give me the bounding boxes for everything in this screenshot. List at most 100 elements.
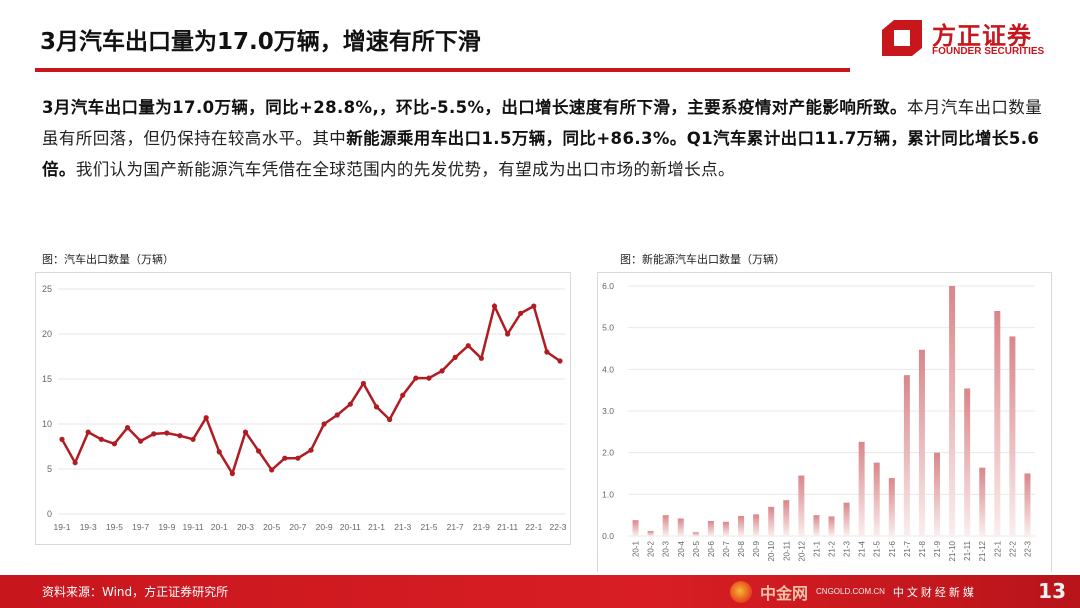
data-point [531,303,537,309]
logo-text-en: FOUNDER SECURITIES [932,46,1045,57]
data-point [439,368,445,374]
page-title: 3月汽车出口量为17.0万辆，增速有所下滑 [40,29,481,55]
data-point [151,431,157,437]
data-point [557,358,563,364]
x-tick-label: 20-1 [211,522,228,532]
x-tick-label: 19-9 [158,522,175,532]
x-tick-label: 20-1 [632,540,641,557]
x-tick-label: 21-1 [812,540,821,557]
y-tick-label: 3.0 [602,406,614,416]
bar [843,502,850,536]
bar [768,506,775,536]
data-point [334,412,340,418]
data-point [72,460,78,466]
x-tick-label: 21-6 [888,540,897,557]
data-point [347,401,353,407]
bar [994,311,1001,536]
x-tick-label: 20-5 [692,540,701,557]
data-point [124,425,131,431]
bar [813,515,820,536]
bar [647,531,654,536]
y-tick-label: 0 [47,509,52,519]
bar [888,478,895,536]
data-point [373,404,380,410]
data-point [360,380,367,387]
x-tick-label: 20-8 [737,540,746,557]
data-point [59,436,65,442]
x-tick-label: 19-1 [53,522,70,532]
x-tick-label: 22-1 [525,522,542,532]
x-tick-label: 21-2 [828,540,837,557]
data-point [504,331,511,337]
data-point [203,415,209,421]
data-point [282,455,288,461]
x-tick-label: 20-9 [752,540,761,557]
bar [1024,473,1031,536]
x-tick-label: 20-7 [289,522,306,532]
x-tick-label: 21-8 [918,540,927,557]
x-tick-label: 21-4 [858,540,867,557]
line-chart-panel [35,272,571,545]
x-tick-label: 20-9 [316,522,333,532]
y-tick-label: 2.0 [602,448,614,458]
x-tick-label: 20-3 [237,522,254,532]
x-tick-label: 21-5 [420,522,437,532]
bar [753,514,760,536]
data-point [269,467,275,473]
bar [903,375,910,536]
x-tick-label: 21-3 [843,540,852,557]
x-tick-label: 22-3 [549,522,566,532]
bar [918,349,925,536]
x-tick-label: 21-11 [497,522,518,532]
data-point [478,355,484,361]
x-tick-label: 22-3 [1023,540,1032,557]
data-point [190,436,196,442]
x-tick-label: 21-11 [963,540,972,560]
data-point [242,429,249,435]
data-point [85,429,91,435]
bar [798,475,805,536]
x-tick-label: 19-3 [80,522,97,532]
summary-normal-1: 本月汽车出口数量虽有所回落，但仍保持在较高水平。其中 [42,98,1043,148]
bar [873,462,880,536]
summary-normal-2: 我们认为国产新能源汽车凭借在全球范围内的先发优势，有望成为出口市场的新增长点。 [75,160,735,179]
bar [828,516,835,536]
bar [1009,336,1016,536]
y-tick-label: 5.0 [602,323,614,333]
data-point [295,455,301,461]
x-tick-label: 21-7 [447,522,464,532]
y-tick-label: 20 [42,329,52,339]
watermark-logo-icon [730,580,752,603]
x-tick-label: 19-5 [106,522,123,532]
bar [979,467,986,536]
x-tick-label: 21-9 [473,522,490,532]
data-point [544,349,550,355]
bar [632,520,639,536]
bar [692,532,699,536]
data-point [387,416,393,423]
watermark-url: CNGOLD.COM.CN [816,587,885,596]
line-chart-title: 图：汽车出口数量（万辆） [42,253,174,266]
bar [722,521,729,536]
summary-bold-2: 新能源乘用车出口1.5万辆，同比+86.3%。Q1汽车累计出口11.7万辆，累计… [42,129,1040,179]
footer-bar: 资料来源：Wind，方正证券研究所 13 [0,575,1080,608]
source-note: 资料来源：Wind，方正证券研究所 [42,585,229,599]
data-point [308,447,314,453]
watermark-subtitle: 中文财经新媒 [892,585,977,599]
data-point [255,448,262,454]
bar [858,441,865,536]
bar [783,500,790,536]
x-tick-label: 19-11 [182,522,203,532]
founder-securities-logo: 方正证券 FOUNDER SECURITIES [880,18,1050,62]
bar [707,521,714,536]
logo-text-cn: 方正证券 [932,22,1032,50]
bar [677,518,684,536]
x-tick-label: 21-7 [903,540,912,557]
x-tick-label: 21-12 [978,540,987,561]
page-number: 13 [1038,579,1066,603]
x-tick-label: 21-3 [394,522,411,532]
data-point [111,441,118,447]
x-tick-label: 20-3 [662,540,671,557]
x-tick-label: 21-9 [933,540,942,557]
